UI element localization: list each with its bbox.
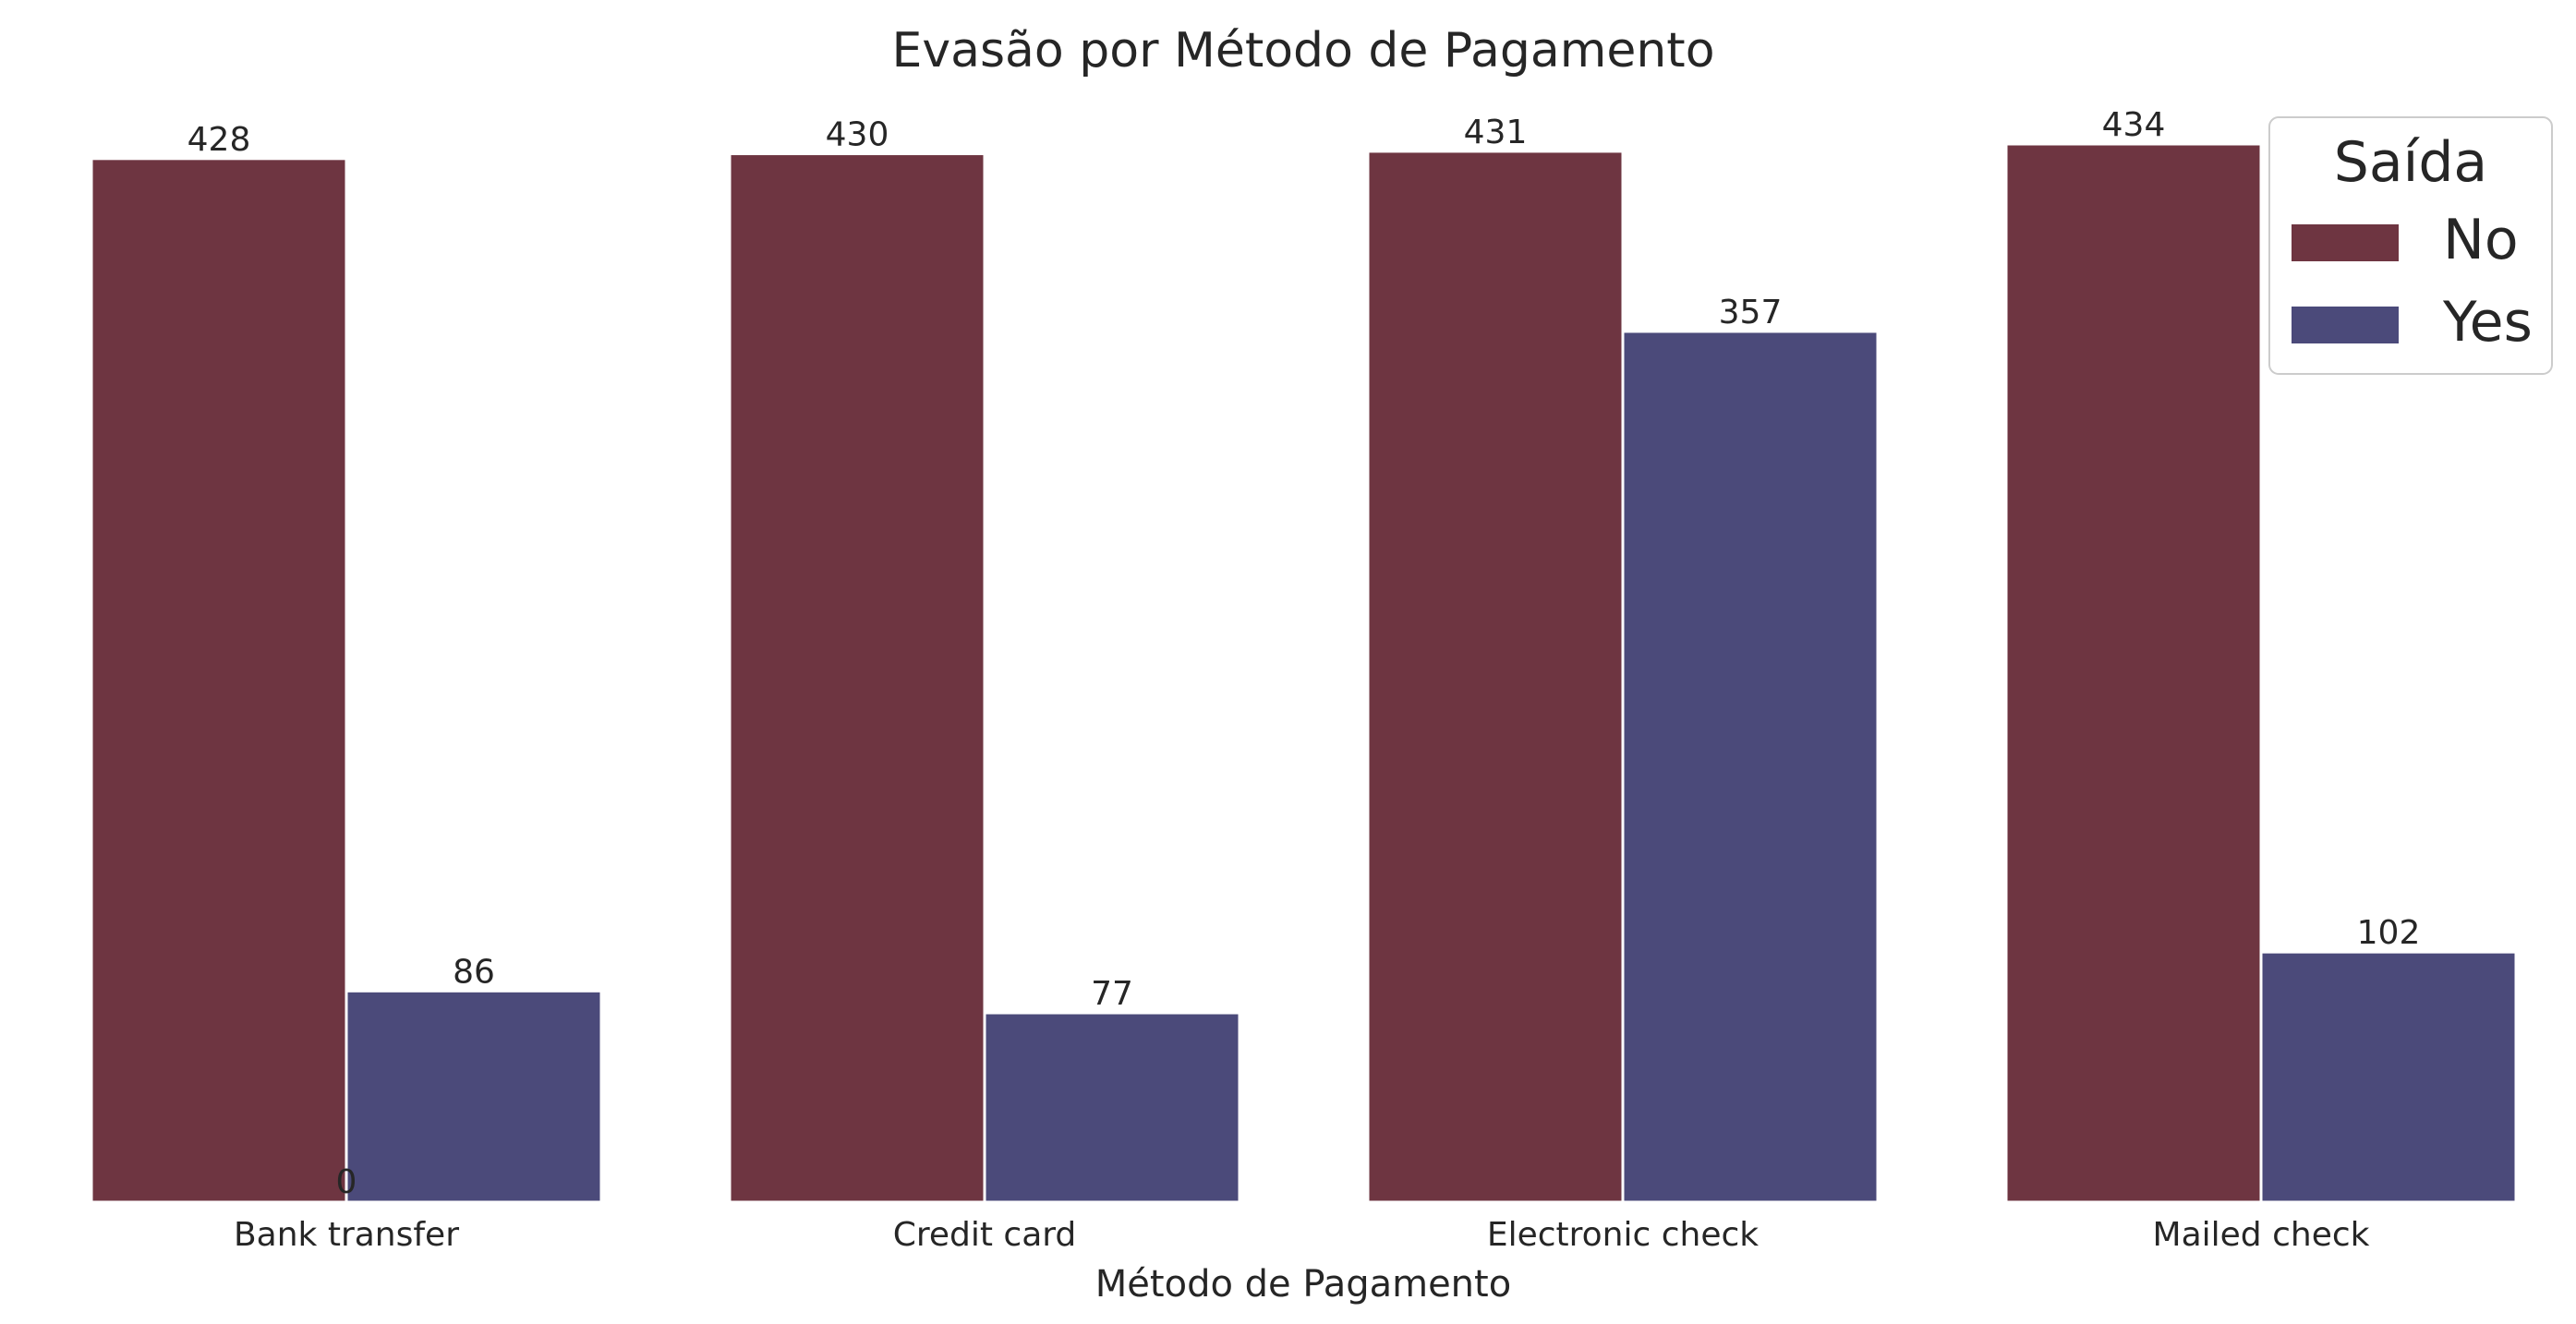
legend-swatch-no [2292,224,2399,261]
data-label-yes-3: 102 [2357,914,2421,952]
x-axis-label: Método de Pagamento [1095,1263,1511,1306]
x-tick-label: Bank transfer [234,1216,459,1254]
legend-label-yes: Yes [2442,290,2533,355]
data-label-yes-1: 77 [1091,975,1133,1013]
bar-no-3[interactable] [2006,144,2261,1202]
data-label-no-0: 428 [187,121,251,159]
bar-no-0[interactable] [91,159,346,1202]
data-label-no-1: 430 [826,116,889,154]
bar-yes-1[interactable] [985,1013,1240,1202]
x-ticks-group: Bank transfer Credit card Electronic check… [234,1216,2370,1254]
data-label-yes-0: 86 [453,953,495,991]
legend-label-no: No [2443,208,2519,272]
data-label-no-2: 431 [1464,114,1528,151]
stray-zero-label: 0 [336,1163,357,1201]
x-tick-label: Credit card [893,1216,1077,1254]
bars-group [91,144,2516,1202]
bar-yes-3[interactable] [2261,952,2516,1202]
x-tick-label: Electronic check [1487,1216,1759,1254]
bar-yes-0[interactable] [346,991,601,1202]
legend[interactable]: Saída No Yes [2268,116,2553,375]
bar-no-2[interactable] [1368,151,1623,1202]
x-tick-label: Mailed check [2153,1216,2370,1254]
bar-no-1[interactable] [730,154,985,1202]
chart-title: Evasão por Método de Pagamento [891,23,1714,78]
data-label-no-3: 434 [2102,106,2166,144]
legend-swatch-yes [2292,307,2399,343]
bar-yes-2[interactable] [1623,331,1878,1202]
data-labels-group: 428 86 430 77 431 357 434 102 0 [187,106,2421,1201]
legend-title: Saída [2334,130,2487,195]
data-label-yes-2: 357 [1719,294,1783,331]
